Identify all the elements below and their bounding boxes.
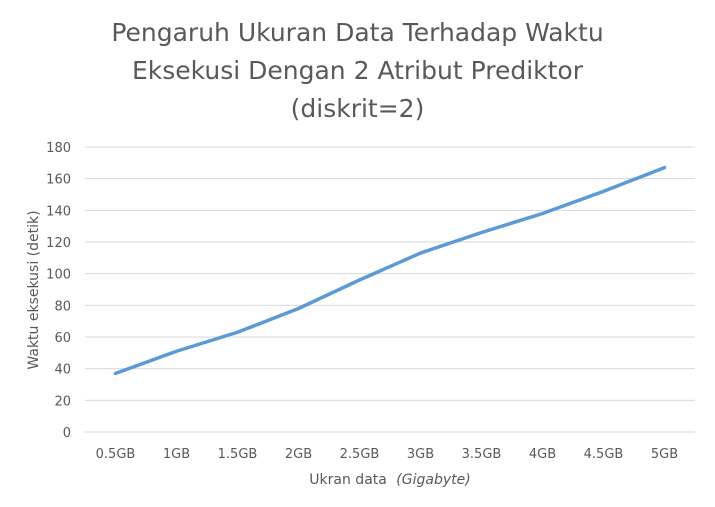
y-tick-label: 180 (46, 141, 71, 156)
x-axis-ticks: 0.5GB 1GB 1.5GB 2GB 2.5GB 3GB 3.5GB 4GB 4.5GB 5GB (96, 447, 678, 462)
series-layer (113, 165, 667, 376)
chart-title: Pengaruh Ukuran Data Terhadap Waktu Ekse… (60, 14, 655, 128)
y-tick-label: 40 (54, 363, 71, 378)
y-tick-label: 120 (46, 236, 71, 251)
x-tick-label: 0.5GB (96, 447, 136, 462)
y-axis-ticks: 0 20 40 60 80 100 120 140 160 180 (46, 141, 71, 441)
x-tick-label: 1.5GB (218, 447, 258, 462)
y-tick-label: 0 (63, 426, 71, 441)
data-point (602, 189, 605, 193)
data-point (480, 231, 483, 234)
y-tick-label: 160 (46, 173, 71, 188)
data-point (236, 330, 239, 334)
data-point (663, 166, 666, 170)
data-point (358, 278, 361, 282)
x-tick-label: 4GB (529, 447, 556, 462)
x-tick-label: 5GB (651, 447, 678, 462)
x-axis-title-unit: (Gigabyte) (396, 472, 470, 488)
x-tick-label: 4.5GB (584, 447, 624, 462)
x-tick-label: 1GB (163, 447, 190, 462)
data-point (419, 251, 422, 255)
x-tick-label: 2GB (285, 447, 312, 462)
y-tick-label: 100 (46, 268, 71, 283)
y-axis-title: Waktu eksekusi (detik) (26, 210, 42, 369)
chart-title-line-3: (diskrit=2) (290, 94, 425, 123)
y-tick-label: 80 (54, 299, 71, 314)
x-tick-label: 3.5GB (462, 447, 502, 462)
x-tick-label: 3GB (407, 447, 434, 462)
series-line (113, 165, 667, 376)
y-tick-label: 20 (54, 394, 71, 409)
data-point (297, 307, 300, 310)
y-tick-label: 140 (46, 204, 71, 219)
x-axis-title-main: Ukran data (309, 472, 387, 488)
data-point (175, 349, 178, 353)
gridlines (85, 146, 695, 433)
chart-title-line-2: Eksekusi Dengan 2 Atribut Prediktor (131, 56, 584, 85)
data-point (114, 371, 117, 375)
chart-title-line-1: Pengaruh Ukuran Data Terhadap Waktu (111, 18, 604, 47)
y-tick-label: 60 (54, 331, 71, 346)
x-tick-label: 2.5GB (340, 447, 380, 462)
x-axis-title: Ukran data (Gigabyte) (309, 472, 470, 488)
data-point (541, 212, 544, 215)
